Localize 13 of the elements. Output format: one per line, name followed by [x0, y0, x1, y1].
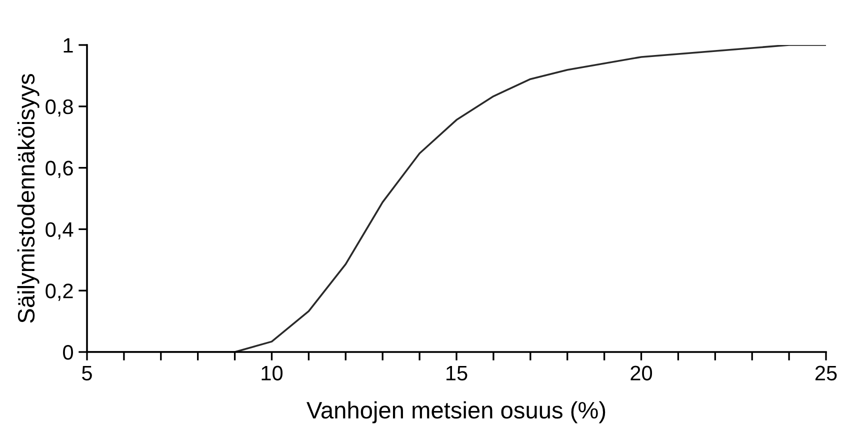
- y-axis-title: Säilymistodennäköisyys: [17, 74, 40, 323]
- x-tick-label: 10: [262, 366, 283, 380]
- y-tick-label: 0,4: [46, 222, 74, 240]
- x-tick-label: 25: [815, 366, 837, 380]
- x-tick-label: 15: [446, 366, 468, 380]
- y-tick-label: 1: [64, 38, 73, 53]
- y-tick-label: 0,2: [46, 284, 73, 301]
- x-axis-title: Vanhojen metsien osuus (%): [306, 401, 606, 424]
- x-tick-label: 5: [82, 366, 92, 380]
- y-tick-label: 0: [63, 345, 73, 360]
- y-tick-label: 0,8: [46, 99, 73, 117]
- x-tick-label: 20: [630, 366, 652, 380]
- y-tick-label: 0,6: [46, 160, 73, 178]
